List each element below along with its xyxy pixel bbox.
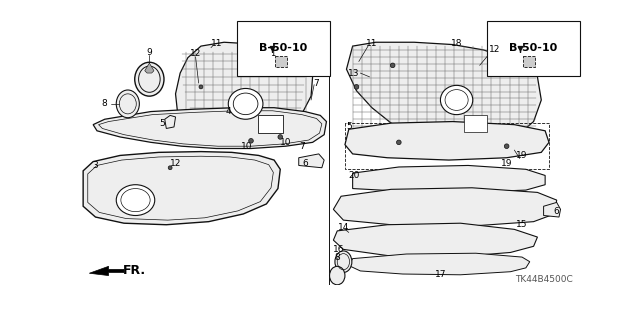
Polygon shape (543, 203, 561, 217)
Text: 1: 1 (270, 49, 275, 58)
Text: 12: 12 (490, 45, 500, 54)
Polygon shape (164, 116, 175, 129)
Text: B-50-10: B-50-10 (259, 44, 307, 53)
Ellipse shape (354, 84, 359, 89)
Text: 6: 6 (302, 159, 308, 168)
Text: 9: 9 (147, 48, 152, 57)
Text: FR.: FR. (122, 264, 145, 277)
Text: 8: 8 (334, 252, 340, 261)
Polygon shape (333, 188, 557, 226)
Text: 12: 12 (190, 49, 201, 58)
Text: 14: 14 (338, 222, 349, 232)
Text: B-50-10: B-50-10 (509, 44, 557, 53)
Text: 17: 17 (435, 270, 447, 279)
Ellipse shape (330, 266, 345, 285)
Text: 7: 7 (299, 142, 305, 151)
Ellipse shape (504, 144, 509, 148)
Text: 5: 5 (346, 123, 351, 132)
Polygon shape (345, 122, 549, 160)
Text: 3: 3 (93, 161, 99, 170)
Text: 8: 8 (102, 99, 108, 108)
Ellipse shape (278, 135, 283, 139)
Ellipse shape (135, 62, 164, 96)
Ellipse shape (397, 140, 401, 145)
Text: 20: 20 (349, 171, 360, 180)
FancyBboxPatch shape (258, 115, 283, 133)
Polygon shape (333, 223, 538, 257)
Text: 15: 15 (516, 220, 528, 229)
FancyBboxPatch shape (463, 115, 486, 132)
Text: 6: 6 (554, 207, 559, 216)
Polygon shape (90, 266, 124, 276)
Polygon shape (175, 42, 312, 140)
Polygon shape (299, 154, 324, 168)
Text: 11: 11 (366, 39, 378, 48)
Text: 16: 16 (333, 245, 344, 254)
Ellipse shape (116, 90, 140, 118)
Text: 18: 18 (451, 39, 462, 48)
Ellipse shape (249, 139, 253, 143)
Text: 12: 12 (170, 159, 181, 168)
Text: 10: 10 (280, 138, 291, 147)
Ellipse shape (116, 185, 155, 215)
Ellipse shape (168, 166, 172, 170)
FancyBboxPatch shape (275, 56, 287, 67)
Polygon shape (93, 108, 326, 148)
Ellipse shape (199, 85, 203, 89)
Polygon shape (346, 42, 541, 142)
Ellipse shape (390, 63, 395, 68)
FancyBboxPatch shape (523, 56, 535, 67)
Polygon shape (145, 63, 154, 73)
Polygon shape (83, 152, 280, 225)
Ellipse shape (335, 251, 352, 273)
Text: 13: 13 (348, 68, 360, 77)
Text: 11: 11 (211, 39, 222, 48)
Text: 19: 19 (501, 159, 513, 168)
Text: 10: 10 (241, 142, 253, 151)
Text: 7: 7 (314, 78, 319, 88)
Text: 19: 19 (516, 151, 528, 160)
Polygon shape (349, 253, 530, 275)
Text: TK44B4500C: TK44B4500C (515, 275, 572, 284)
Text: 5: 5 (159, 119, 164, 128)
Polygon shape (353, 165, 545, 192)
Ellipse shape (228, 88, 263, 119)
Ellipse shape (440, 85, 473, 115)
Text: 4: 4 (225, 107, 230, 116)
